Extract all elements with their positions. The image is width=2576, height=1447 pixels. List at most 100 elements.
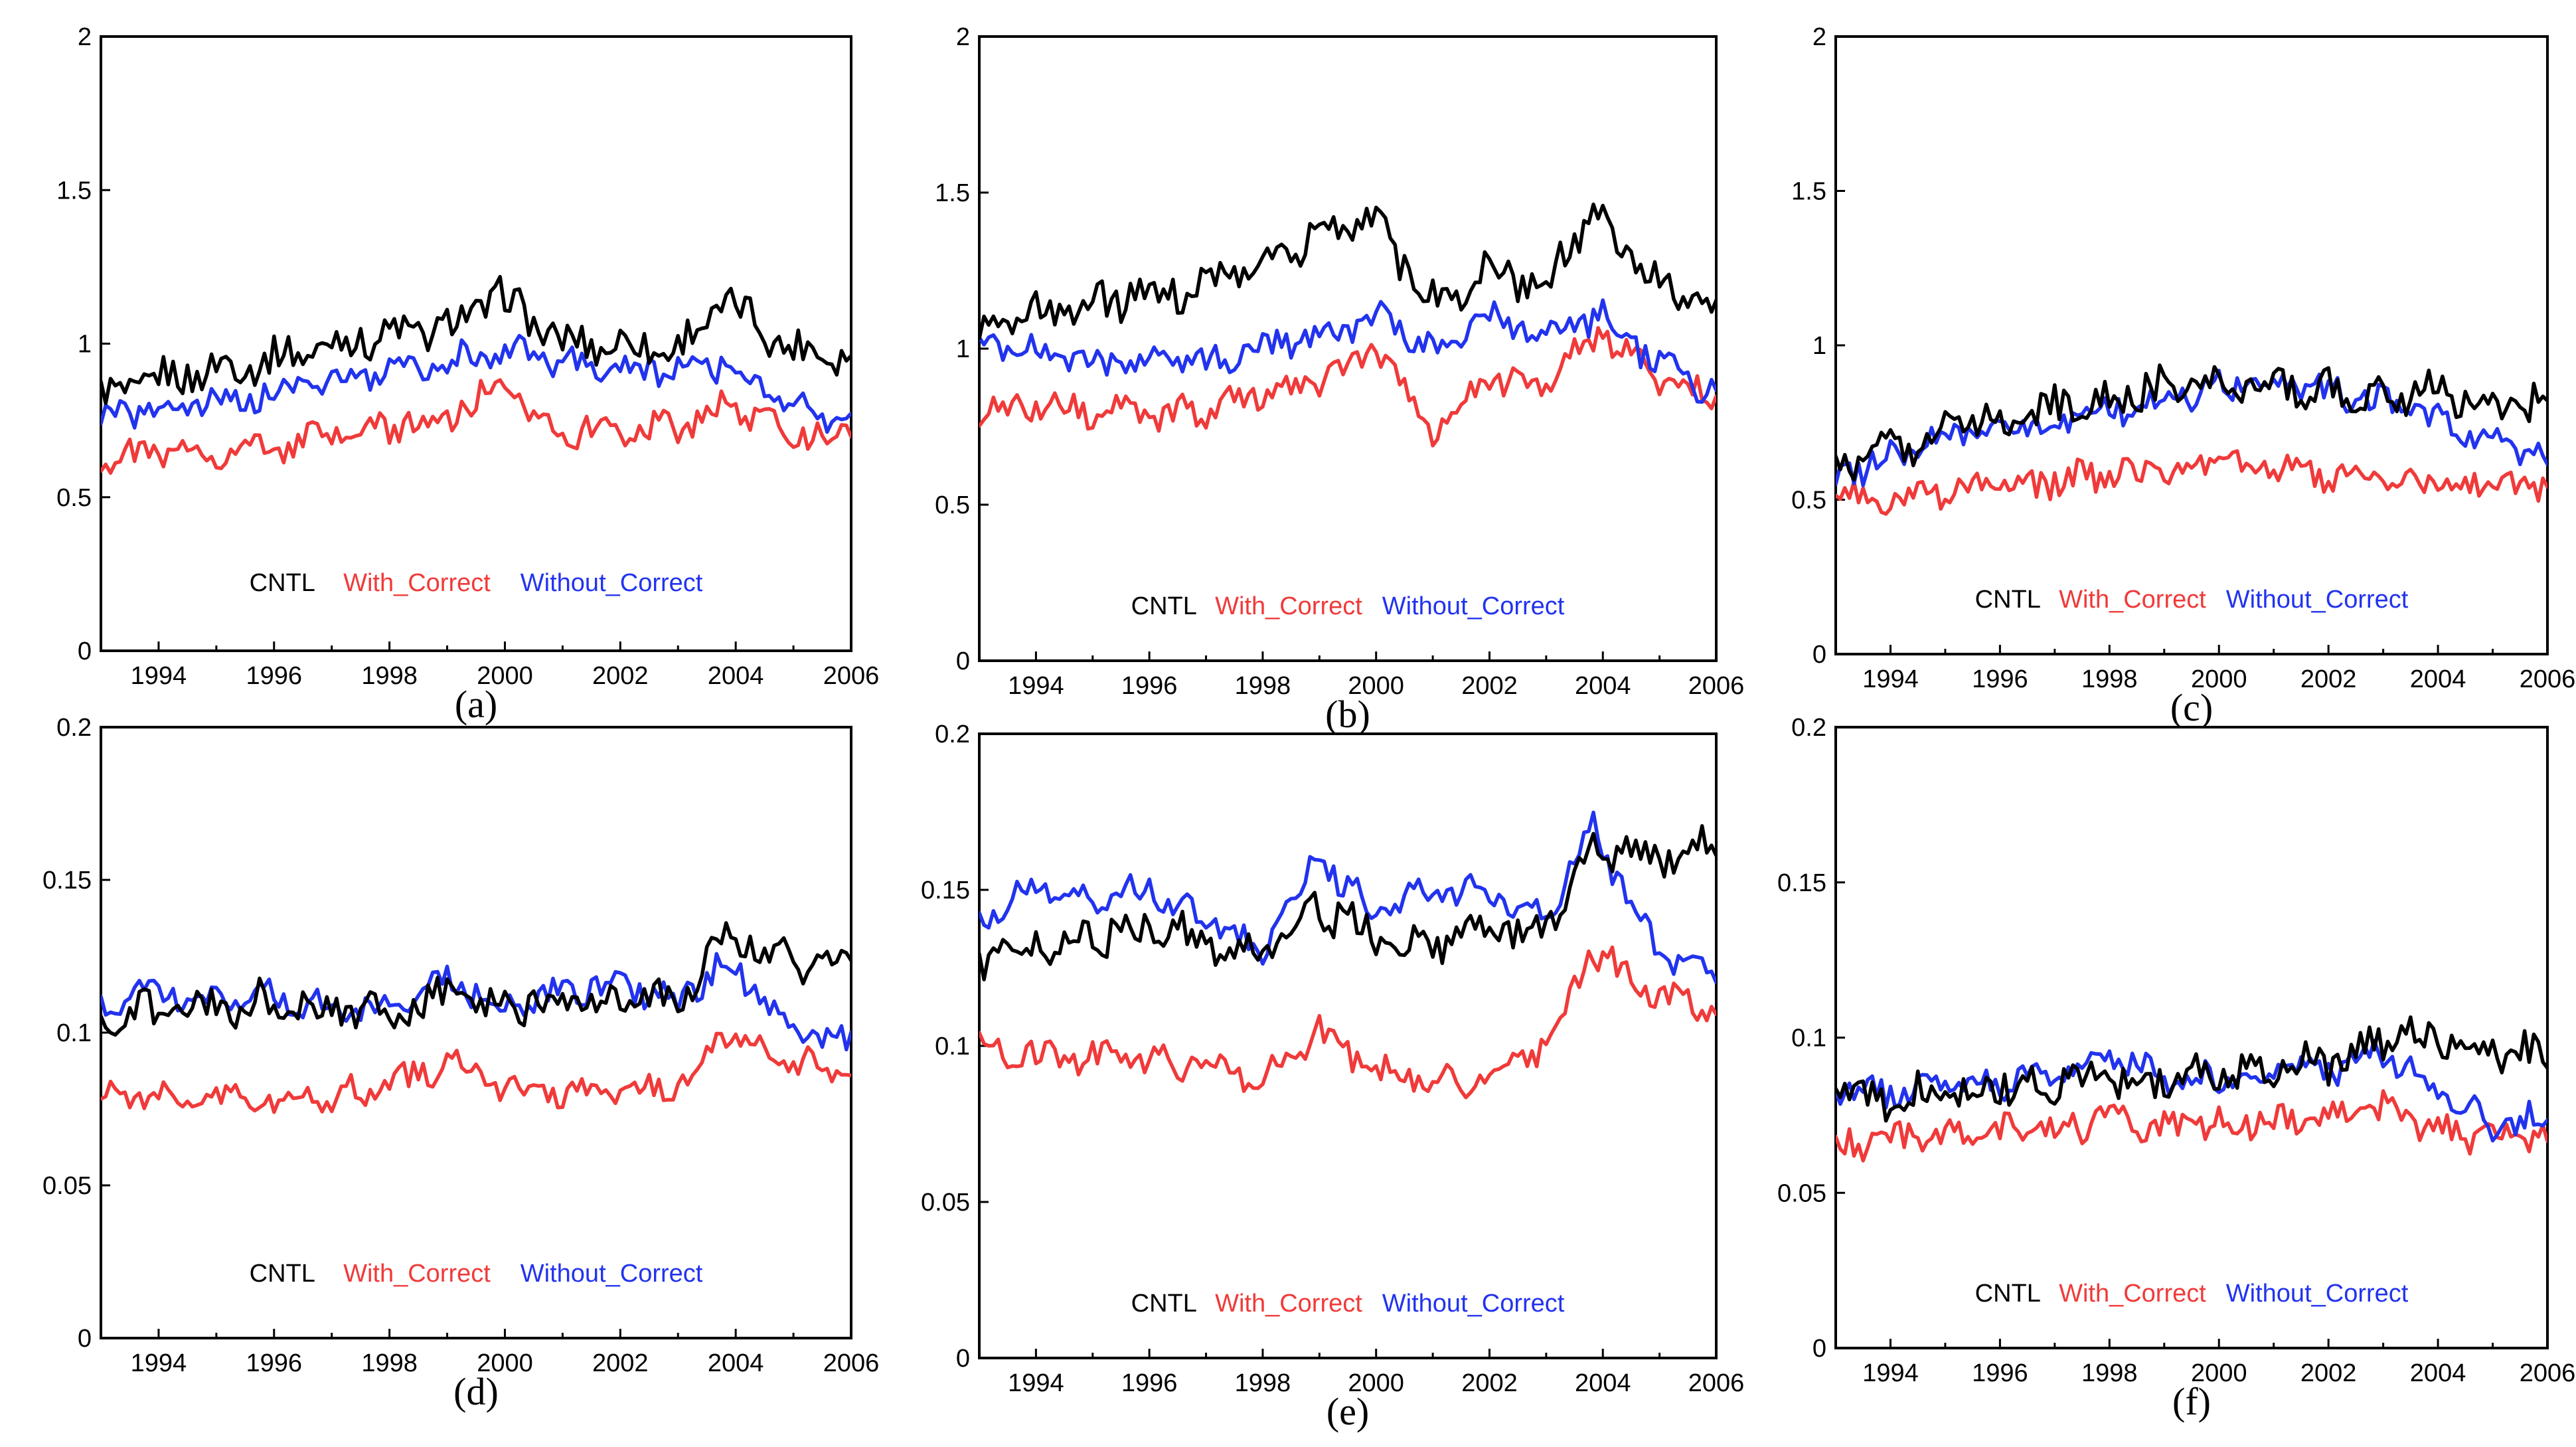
panel-b: 0 0.5 1 1.5 2 1994 1996 1998 2000 2002 2004 2006 CNT… [935, 23, 1744, 736]
y-tick-label: 0.5 [935, 491, 970, 519]
y-tick-label: 0 [956, 1345, 970, 1373]
x-tick-label: 1998 [2081, 665, 2138, 693]
x-tick-label: 1998 [2081, 1359, 2138, 1387]
series-line-cntl [979, 203, 1716, 341]
y-tick-label: 0.5 [56, 484, 92, 512]
panel-e: 0 0.05 0.1 0.15 0.2 1994 1996 1998 2000 2002 2004 2… [921, 721, 1744, 1433]
series-line-cntl [101, 921, 851, 1037]
legend-entry: CNTL [250, 1260, 315, 1288]
x-tick-label: 2002 [1461, 1369, 1518, 1397]
y-tick-label: 1 [78, 331, 92, 359]
plot-frame [1834, 726, 2549, 1349]
x-tick-label: 2000 [1348, 672, 1404, 700]
y-tick-label: 0 [1812, 1335, 1826, 1363]
panel-f: 0 0.05 0.1 0.15 0.2 1994 1996 1998 2000 2002 2004 2… [1777, 714, 2575, 1423]
legend: CNTL With_Correct Without_Correct [1975, 1280, 2409, 1308]
legend-entry: With_Correct [2059, 586, 2206, 614]
x-tick-label: 2004 [2410, 665, 2466, 693]
panel-d: 0 0.05 0.1 0.15 0.2 1994 1996 1998 2000 2002 2004 2… [42, 714, 879, 1413]
panel-c: 0 0.5 1 1.5 2 1994 1996 1998 2000 2002 2004 2006 CNT… [1791, 23, 2575, 729]
x-tick-label: 2004 [708, 662, 764, 690]
legend-entry: With_Correct [343, 1260, 491, 1288]
legend-entry: With_Correct [343, 569, 491, 597]
legend-entry: Without_Correct [521, 569, 703, 597]
x-tick-label: 1996 [1972, 1359, 2028, 1387]
y-tick-label: 2 [1812, 23, 1826, 51]
x-tick-label: 2002 [1461, 672, 1518, 700]
legend: CNTL With_Correct Without_Correct [250, 1260, 703, 1288]
panel-label: (c) [2170, 686, 2213, 729]
y-tick-label: 1 [956, 335, 970, 363]
x-tick-label: 1996 [246, 1349, 302, 1377]
series-line-cntl [979, 824, 1716, 981]
plot-frame [100, 726, 852, 1339]
legend-entry: Without_Correct [1382, 592, 1565, 620]
x-tick-label: 1998 [361, 662, 418, 690]
x-tick-label: 2002 [592, 1349, 649, 1377]
x-tick-label: 1996 [246, 662, 302, 690]
legend-entry: Without_Correct [2226, 586, 2409, 614]
x-tick-label: 2002 [592, 662, 649, 690]
x-tick-label: 1994 [1862, 1359, 1919, 1387]
series-line-without-correct [1836, 369, 2547, 487]
y-tick-label: 0.5 [1791, 487, 1826, 515]
legend: CNTL With_Correct Without_Correct [1975, 586, 2409, 614]
x-tick-label: 1994 [1008, 1369, 1064, 1397]
legend-entry: Without_Correct [1382, 1290, 1565, 1318]
series-line-with-correct [101, 378, 851, 475]
y-tick-label: 0.05 [42, 1172, 92, 1200]
panel-label: (f) [2172, 1380, 2211, 1423]
legend-entry: Without_Correct [521, 1260, 703, 1288]
y-tick-label: 1.5 [1791, 178, 1826, 206]
series-line-with-correct [979, 945, 1716, 1100]
y-tick-label: 0 [956, 647, 970, 675]
y-tick-label: 1.5 [56, 177, 92, 205]
panel-label: (e) [1327, 1390, 1369, 1433]
y-tick-label: 0.1 [1791, 1025, 1826, 1053]
y-tick-label: 0.05 [1777, 1179, 1826, 1207]
x-tick-label: 2000 [477, 662, 533, 690]
legend-entry: CNTL [1975, 1280, 2040, 1308]
panel-label: (b) [1325, 693, 1370, 736]
y-tick-label: 2 [78, 23, 92, 51]
y-tick-label: 0 [1812, 641, 1826, 669]
x-tick-label: 2006 [1688, 672, 1745, 700]
legend-entry: CNTL [1131, 1290, 1196, 1318]
y-tick-label: 0.2 [935, 721, 970, 748]
series-line-with-correct [979, 325, 1716, 448]
x-tick-label: 2004 [2410, 1359, 2466, 1387]
x-tick-label: 2006 [2520, 1359, 2576, 1387]
x-tick-label: 1994 [1008, 672, 1064, 700]
x-tick-label: 2004 [1575, 672, 1631, 700]
x-tick-label: 1994 [131, 662, 187, 690]
x-tick-label: 1996 [1121, 672, 1178, 700]
x-tick-label: 1996 [1972, 665, 2028, 693]
legend-entry: Without_Correct [2226, 1280, 2409, 1308]
legend-entry: CNTL [1975, 586, 2040, 614]
x-tick-label: 2002 [2300, 1359, 2357, 1387]
legend-entry: CNTL [1131, 592, 1196, 620]
series-line-without-correct [979, 810, 1716, 985]
panel-label: (d) [453, 1370, 499, 1413]
legend-entry: CNTL [250, 569, 315, 597]
x-tick-label: 1994 [1862, 665, 1919, 693]
x-tick-label: 1998 [361, 1349, 418, 1377]
legend: CNTL With_Correct Without_Correct [1131, 592, 1565, 620]
series-line-cntl [101, 275, 851, 406]
x-tick-label: 2004 [708, 1349, 764, 1377]
y-tick-label: 0.15 [921, 877, 970, 904]
x-tick-label: 1998 [1235, 672, 1291, 700]
y-tick-label: 0.15 [42, 867, 92, 894]
series-line-cntl [1836, 363, 2547, 482]
y-tick-label: 1.5 [935, 179, 970, 207]
y-tick-label: 1 [1812, 332, 1826, 360]
legend: CNTL With_Correct Without_Correct [1131, 1290, 1565, 1318]
plot-frame [1834, 35, 2549, 655]
series-line-without-correct [101, 333, 851, 434]
y-tick-label: 0 [78, 638, 92, 665]
y-tick-label: 0.2 [1791, 714, 1826, 742]
legend: CNTL With_Correct Without_Correct [250, 569, 703, 597]
legend-entry: With_Correct [2059, 1280, 2206, 1308]
x-tick-label: 1996 [1121, 1369, 1178, 1397]
